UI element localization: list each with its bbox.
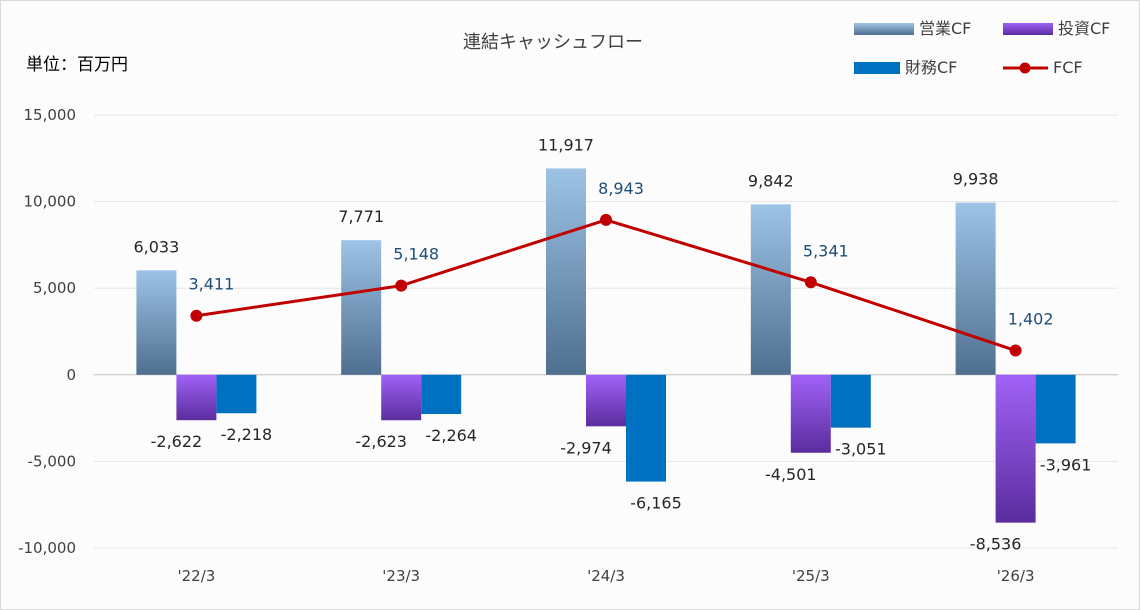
x-tick-label: '26/3	[997, 567, 1035, 585]
bar-label-operating-cf: 7,771	[338, 207, 384, 226]
bar-label-financing-cf: -2,264	[425, 426, 477, 445]
bar-investing-cf	[586, 374, 626, 427]
y-tick-label: 5,000	[33, 279, 76, 297]
bar-label-financing-cf: -3,051	[835, 440, 887, 459]
legend-item-operating-cf: 営業CF	[854, 19, 971, 38]
chart-title: 連結キャッシュフロー	[463, 32, 643, 53]
fcf-label: 1,402	[1008, 310, 1054, 329]
bar-operating-cf	[955, 202, 996, 375]
legend-swatch-investing-cf	[1003, 23, 1053, 35]
bar-label-financing-cf: -2,218	[221, 425, 273, 444]
bars	[136, 168, 1076, 523]
bar-label-operating-cf: 11,917	[538, 135, 594, 154]
x-tick-label: '24/3	[587, 567, 625, 585]
bar-label-investing-cf: -2,622	[151, 432, 203, 451]
bar-financing-cf	[830, 374, 871, 428]
y-tick-label: 0	[66, 366, 76, 384]
data-labels: 6,033 -2,622 -2,218 7,771 -2,623 -2,264 11,917…	[133, 135, 1091, 553]
bar-investing-cf	[995, 374, 1036, 523]
bar-financing-cf	[626, 374, 666, 482]
fcf-point	[190, 309, 203, 322]
bar-operating-cf	[341, 240, 382, 375]
x-tick-label: '23/3	[382, 567, 420, 585]
unit-label: 単位：百万円	[26, 55, 128, 75]
legend-item-financing-cf: 財務CF	[854, 58, 957, 77]
fcf-point	[395, 279, 408, 292]
legend-label-operating-cf: 営業CF	[919, 19, 971, 38]
legend-swatch-operating-cf	[854, 23, 914, 35]
fcf-point	[1009, 344, 1022, 357]
legend-label-financing-cf: 財務CF	[905, 58, 957, 77]
bar-operating-cf	[546, 168, 586, 375]
fcf-point	[600, 213, 612, 226]
y-tick-label: -10,000	[18, 539, 76, 557]
bar-label-operating-cf: 9,842	[748, 171, 794, 190]
y-tick-label: 10,000	[24, 193, 77, 211]
y-tick-label: -5,000	[28, 452, 76, 470]
bar-operating-cf	[136, 270, 177, 375]
y-axis-ticks: 15,000 10,000 5,000 0 -5,000 -10,000	[18, 106, 76, 557]
bar-financing-cf	[216, 374, 257, 414]
fcf-label: 5,341	[803, 241, 849, 260]
bar-label-financing-cf: -6,165	[630, 494, 682, 513]
bar-investing-cf	[790, 374, 831, 453]
x-tick-label: '22/3	[177, 567, 215, 585]
x-axis-ticks: '22/3 '23/3 '24/3 '25/3 '26/3	[177, 567, 1034, 585]
fcf-line-path	[196, 218, 1017, 352]
bar-investing-cf	[381, 374, 422, 421]
bar-investing-cf	[176, 374, 217, 421]
fcf-label: 8,943	[598, 179, 644, 198]
fcf-label: 5,148	[393, 245, 439, 264]
bar-financing-cf	[1035, 374, 1076, 444]
legend-label-investing-cf: 投資CF	[1058, 19, 1110, 38]
legend-marker-fcf	[1019, 62, 1031, 74]
legend: 営業CF 投資CF 財務CF FCF	[854, 19, 1110, 77]
fcf-point	[804, 276, 817, 289]
bar-label-investing-cf: -4,501	[765, 465, 817, 484]
y-tick-label: 15,000	[24, 106, 77, 124]
legend-item-investing-cf: 投資CF	[1003, 19, 1110, 38]
bar-label-investing-cf: -2,974	[560, 438, 612, 457]
bar-label-operating-cf: 6,033	[133, 237, 179, 256]
legend-item-fcf: FCF	[1003, 58, 1083, 77]
legend-swatch-financing-cf	[854, 62, 900, 74]
legend-label-fcf: FCF	[1053, 58, 1083, 77]
bar-label-investing-cf: -2,623	[355, 432, 407, 451]
fcf-label: 3,411	[188, 275, 234, 294]
bar-financing-cf	[421, 374, 462, 415]
bar-label-operating-cf: 9,938	[953, 170, 999, 189]
bar-label-investing-cf: -8,536	[970, 535, 1022, 554]
x-tick-label: '25/3	[792, 567, 830, 585]
bar-operating-cf	[750, 204, 791, 375]
fcf-line	[190, 213, 1022, 357]
bar-label-financing-cf: -3,961	[1040, 455, 1092, 474]
